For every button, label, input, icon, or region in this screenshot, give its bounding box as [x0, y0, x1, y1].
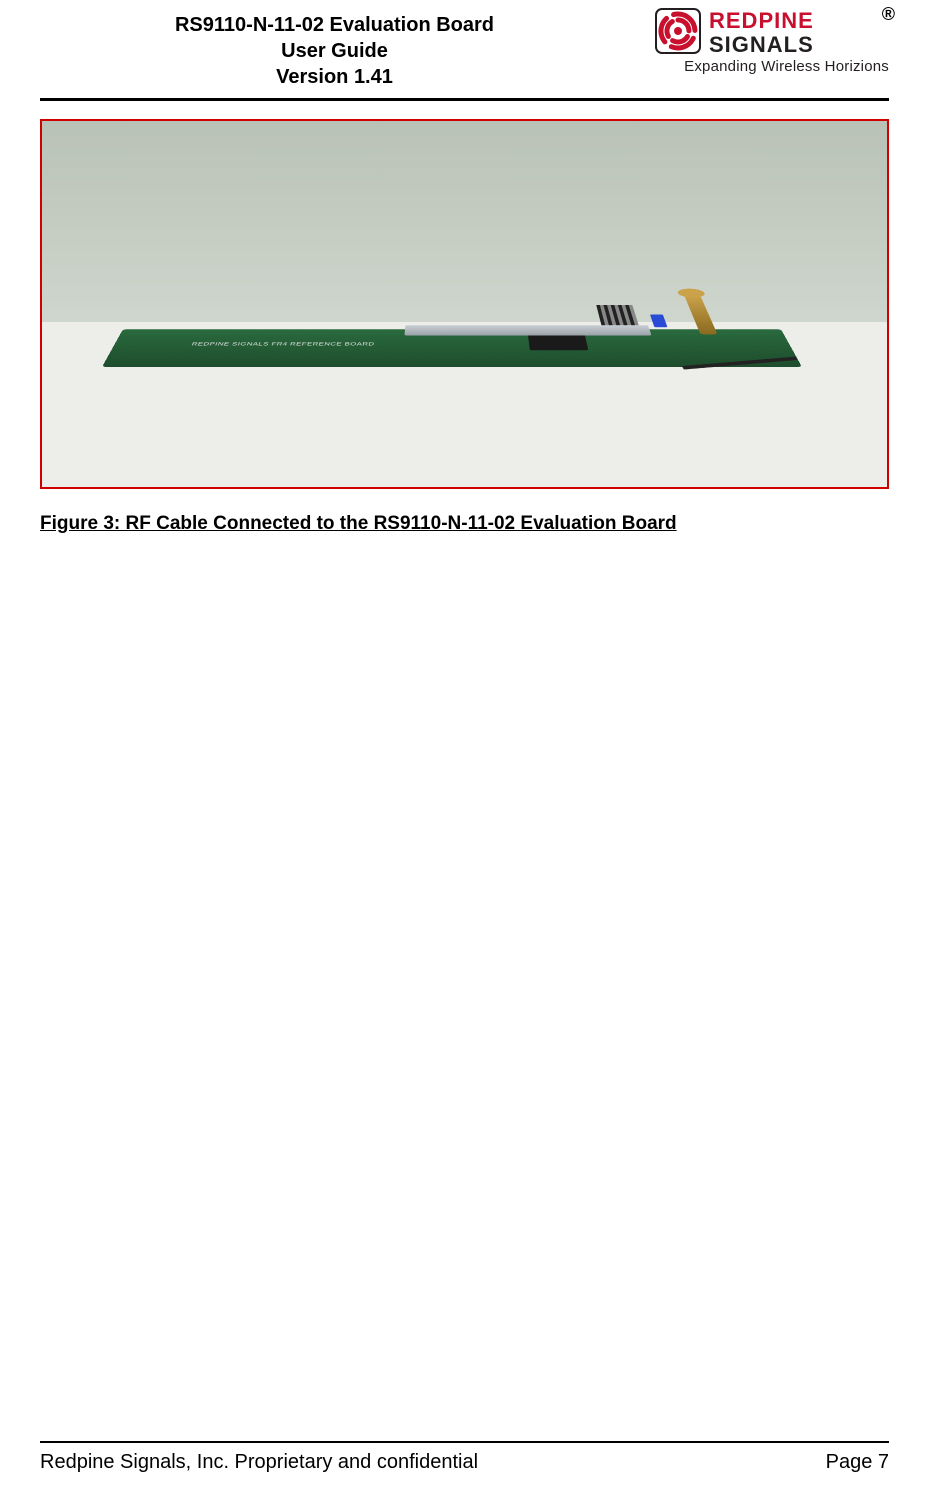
footer-right: Page 7	[826, 1451, 889, 1474]
page-header: RS9110-N-11-02 Evaluation Board User Gui…	[40, 0, 889, 90]
header-divider	[40, 98, 889, 101]
content-spacer	[40, 535, 889, 1441]
figure-image: REDPINE SIGNALS FR4 REFERENCE BOARD	[40, 119, 889, 489]
logo-row: REDPINE SIGNALS	[655, 6, 889, 56]
page-footer: Redpine Signals, Inc. Proprietary and co…	[40, 1451, 889, 1502]
logo-block: ® REDPINE SIGNALS Expanding Wire	[629, 6, 889, 76]
page: RS9110-N-11-02 Evaluation Board User Gui…	[0, 0, 929, 1502]
doc-title-line2: User Guide	[40, 38, 629, 64]
pcb-silkscreen-text: REDPINE SIGNALS FR4 REFERENCE BOARD	[191, 342, 375, 347]
rf-connector	[684, 296, 717, 335]
registered-mark: ®	[882, 4, 895, 25]
svg-text:SIGNALS: SIGNALS	[709, 32, 814, 56]
header-pins	[596, 305, 641, 334]
doc-title-block: RS9110-N-11-02 Evaluation Board User Gui…	[40, 6, 629, 90]
redpine-logo: ® REDPINE SIGNALS Expanding Wire	[655, 6, 889, 75]
doc-title-line3: Version 1.41	[40, 64, 629, 90]
footer-left: Redpine Signals, Inc. Proprietary and co…	[40, 1451, 478, 1474]
swirl-icon	[655, 8, 701, 54]
wordmark-icon: REDPINE SIGNALS	[709, 6, 889, 56]
doc-title-line1: RS9110-N-11-02 Evaluation Board	[40, 12, 629, 38]
logo-tagline: Expanding Wireless Horizions	[655, 58, 889, 75]
module-chip	[528, 334, 588, 350]
pcb-board: REDPINE SIGNALS FR4 REFERENCE BOARD	[102, 329, 802, 367]
svg-text:REDPINE: REDPINE	[709, 8, 814, 33]
figure-caption: Figure 3: RF Cable Connected to the RS91…	[40, 513, 889, 535]
footer-divider	[40, 1441, 889, 1443]
